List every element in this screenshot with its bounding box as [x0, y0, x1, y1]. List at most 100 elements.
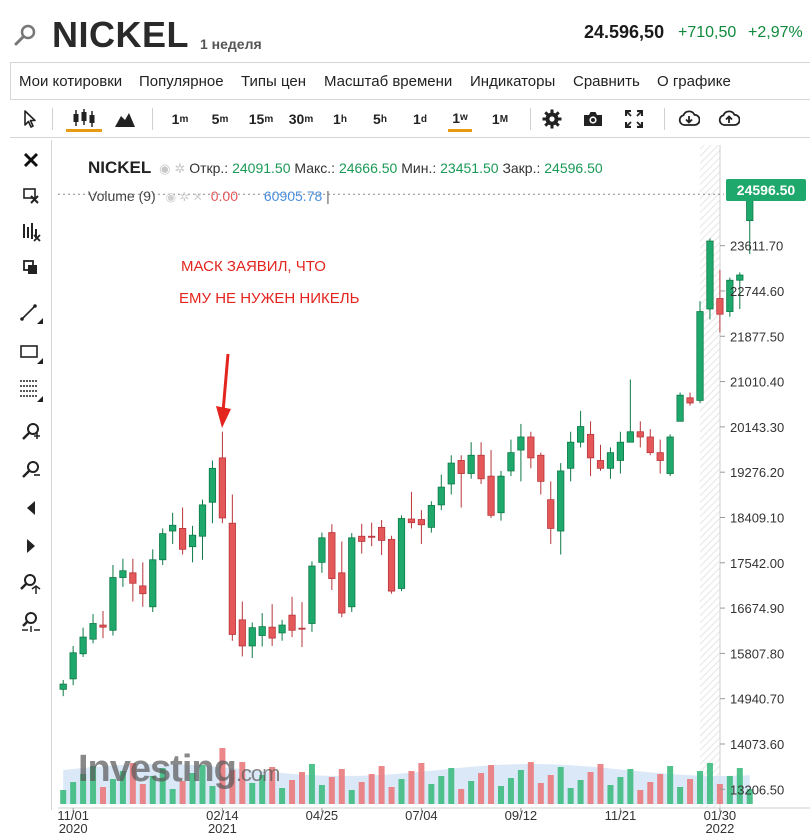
volume-bar — [517, 770, 524, 804]
candle — [338, 541, 346, 618]
settings-gear-icon[interactable] — [540, 106, 564, 132]
trend-line-icon[interactable] — [19, 300, 43, 324]
zoom-in-icon[interactable] — [19, 420, 43, 444]
candle — [586, 421, 595, 477]
close-icon[interactable] — [19, 148, 43, 172]
reset-zoom-icon[interactable] — [19, 610, 43, 634]
eye-icon[interactable]: ◉ ✲ ✕ — [165, 190, 203, 204]
zoom-out-icon[interactable] — [19, 458, 43, 482]
candle — [348, 533, 356, 612]
scroll-left-icon[interactable] — [19, 496, 43, 520]
rectangle-icon[interactable] — [19, 340, 43, 364]
timeframe-30m[interactable]: 30 m — [288, 111, 314, 127]
annotation-line-2: ЕМУ НЕ НУЖЕН НИКЕЛЬ — [179, 290, 360, 307]
candle — [228, 494, 236, 641]
camera-icon[interactable] — [580, 106, 606, 132]
candle — [119, 558, 127, 587]
low-label: Мин.: — [401, 160, 437, 176]
cloud-upload-icon[interactable] — [716, 106, 742, 132]
timeframe-15m[interactable]: 15 m — [248, 111, 274, 127]
volume-bar — [70, 782, 77, 804]
remove-drawings-icon[interactable] — [19, 184, 43, 208]
volume-bar — [468, 781, 475, 804]
candle — [736, 272, 744, 309]
instrument-title: NICKEL — [52, 14, 189, 55]
candle — [437, 474, 445, 511]
scroll-right-icon[interactable] — [19, 534, 43, 558]
indicators-list-icon[interactable] — [19, 220, 43, 244]
volume-bar — [328, 777, 335, 804]
layers-icon[interactable] — [19, 256, 43, 280]
candle — [517, 423, 525, 482]
candle — [477, 442, 485, 484]
candlestick-chart-icon[interactable] — [66, 106, 102, 132]
candle — [447, 455, 455, 495]
volume-label: Volume (9) — [88, 188, 156, 204]
volume-bar — [537, 783, 544, 804]
volume-bar — [199, 765, 206, 804]
last-price-tag: 24596.50 — [726, 179, 806, 201]
y-tick-label: 14940.70 — [730, 692, 784, 707]
candle — [666, 434, 674, 477]
y-tick-label: 21010.40 — [730, 375, 784, 390]
volume-bar — [577, 780, 584, 804]
volume-bar — [269, 767, 276, 804]
fullscreen-icon[interactable] — [622, 106, 646, 132]
volume-bar — [259, 775, 266, 804]
candle — [726, 277, 734, 317]
y-tick-label: 15807.80 — [730, 646, 784, 661]
volume-bar — [547, 775, 554, 804]
candle — [368, 522, 376, 547]
menu-popular[interactable]: Популярное — [139, 73, 224, 90]
menu-my-quotes[interactable]: Мои котировки — [19, 73, 123, 90]
search-icon[interactable] — [12, 22, 38, 48]
menu-price-types[interactable]: Типы цен — [241, 73, 307, 90]
menu-compare[interactable]: Сравнить — [573, 73, 640, 90]
eye-icon[interactable]: ◉ — [159, 161, 171, 176]
candle — [696, 301, 704, 404]
candle — [288, 596, 296, 638]
candle — [129, 558, 137, 602]
candle — [706, 238, 714, 320]
menu-time-scale[interactable]: Масштаб времени — [324, 73, 453, 90]
volume-value: 0.00 — [210, 188, 238, 204]
annotation-arrow-icon — [216, 353, 231, 428]
legend-row: NICKEL ◉ ✲ Откр.: 24091.50 Макс.: 24666.… — [88, 158, 603, 178]
volume-bar — [587, 772, 594, 804]
volume-bar — [388, 787, 395, 804]
volume-legend-row: Volume (9) ◉ ✲ ✕ 0.00 60905.78 | — [88, 188, 330, 204]
cloud-download-icon[interactable] — [676, 106, 702, 132]
volume-bar — [318, 785, 325, 804]
candle — [59, 679, 67, 697]
volume-bar — [607, 785, 614, 804]
menu-indicators[interactable]: Индикаторы — [470, 73, 556, 90]
horizontal-lines-icon[interactable] — [19, 378, 43, 402]
candle — [497, 470, 505, 521]
candle — [149, 549, 157, 612]
volume-bar — [209, 786, 216, 804]
volume-bar — [348, 790, 355, 804]
zoom-fit-icon[interactable] — [19, 572, 43, 596]
volume-bar — [149, 776, 156, 804]
candle — [537, 452, 545, 495]
volume-bar — [368, 774, 375, 804]
volume-bar — [507, 778, 514, 804]
candle — [507, 439, 515, 477]
gear-icon[interactable]: ✲ — [174, 161, 186, 176]
cursor-icon[interactable] — [18, 106, 42, 132]
volume-bar — [736, 768, 743, 804]
area-chart-icon[interactable] — [112, 106, 138, 132]
y-tick-label: 13206.50 — [730, 782, 784, 797]
menu-about-chart[interactable]: О графике — [657, 73, 731, 90]
x-tick-year: 2021 — [208, 821, 237, 836]
volume-bar — [408, 771, 415, 804]
